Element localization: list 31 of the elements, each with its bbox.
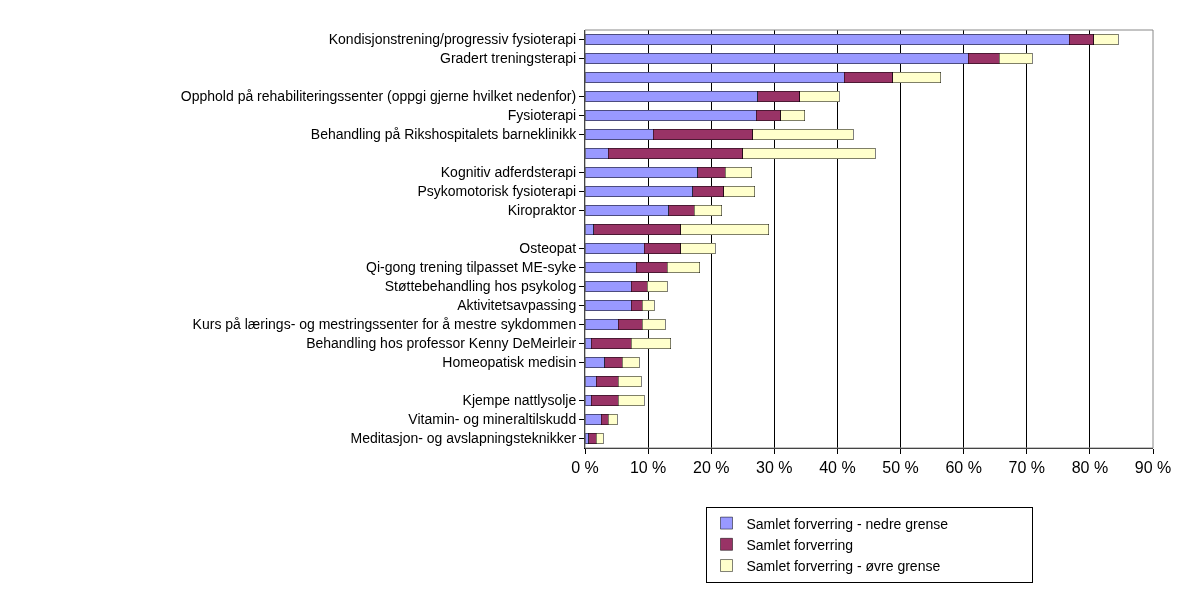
x-tick-label: 50 % (882, 459, 919, 477)
x-tick-label: 80 % (1071, 459, 1109, 477)
y-tick-label: Meditasjon- og avslapningsteknikker (350, 430, 577, 447)
y-tick-label: Behandling hos professor Kenny DeMeirleir (306, 335, 577, 352)
y-tick-label: Behandling på Rikshospitalets barneklinikk (310, 126, 578, 143)
y-tick-label: Psykomotorisk fysioterapi (417, 183, 577, 200)
y-tick-label: Kiropraktor (507, 202, 577, 219)
legend-label: Samlet forverring (746, 536, 854, 553)
legend-label: Samlet forverring - øvre grense (746, 557, 941, 574)
y-tick-label: Homeopatisk medisin (442, 354, 577, 371)
x-tick-label: 20 % (692, 459, 730, 477)
y-tick-label: Gradert treningsterapi (440, 50, 577, 67)
y-tick-label: Kondisjonstrening/progressiv fysioterapi (328, 31, 577, 48)
y-tick-label: Fysioterapi (507, 107, 577, 124)
y-tick-label: Kjempe nattlysolje (462, 392, 577, 409)
x-tick-label: 90 % (1134, 459, 1172, 477)
x-tick-label: 60 % (945, 459, 982, 477)
x-tick-label: 10 % (629, 459, 667, 477)
x-tick-label: 40 % (819, 459, 856, 477)
y-tick-label: Støttebehandling hos psykolog (384, 278, 577, 295)
y-tick-label: Kognitiv adferdsterapi (440, 164, 577, 181)
x-tick-label: 30 % (756, 459, 793, 477)
legend-label: Samlet forverring - nedre grense (746, 515, 949, 532)
y-tick-label: Osteopat (519, 240, 577, 257)
x-tick-label: 70 % (1008, 459, 1046, 477)
y-tick-label: Vitamin- og mineraltilskudd (408, 411, 577, 428)
y-tick-label: Kurs på lærings- og mestringssenter for å mestre sykdommen (192, 316, 577, 333)
y-tick-label: Aktivitetsavpassing (457, 297, 577, 314)
y-tick-label: Qi-gong trening tilpasset ME-syke (366, 259, 577, 276)
y-tick-label: Opphold på rehabiliteringssenter (oppgi gjerne hvilket nedenfor) (180, 88, 577, 105)
x-tick-label: 0 % (571, 459, 599, 477)
